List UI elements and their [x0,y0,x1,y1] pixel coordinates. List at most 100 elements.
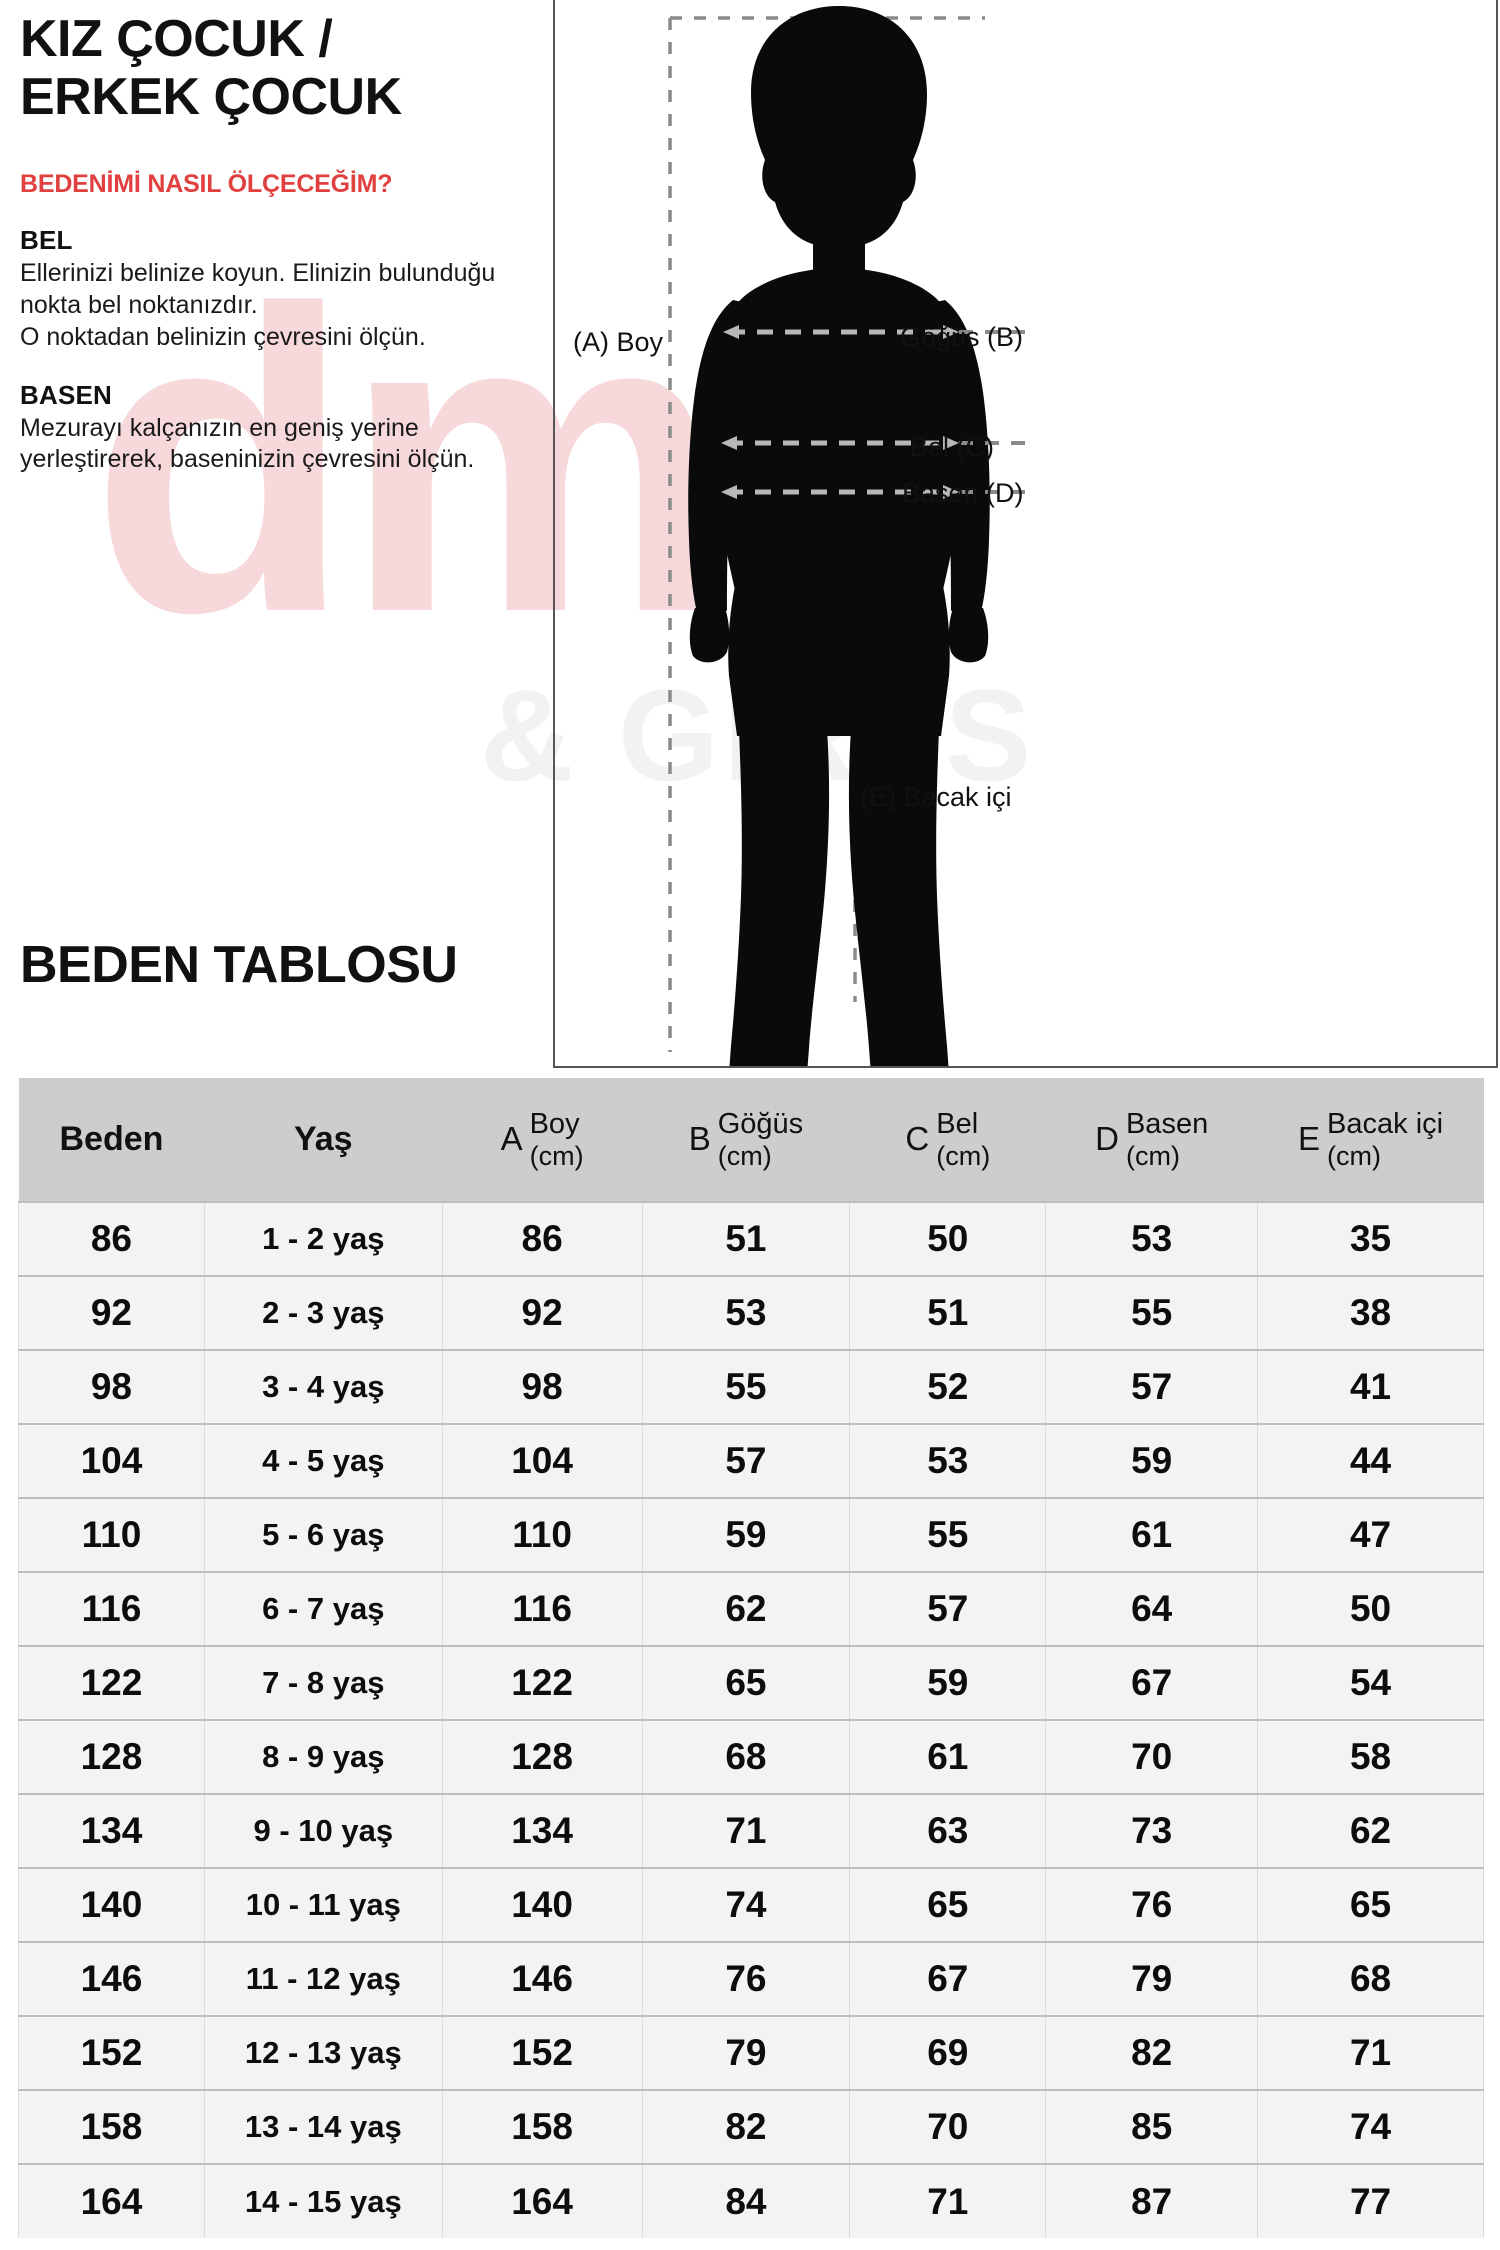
cell-yas: 11 - 12 yaş [203,1941,443,2016]
cell-basen: 55 [1045,1275,1259,1350]
table-row: 128 8 - 9 yaş 128 68 61 70 58 [18,1719,1484,1794]
col-header-combo-gogus: B Göğüs (cm) [689,1108,803,1171]
col-header-stack-bel: Bel (cm) [936,1108,990,1171]
cell-boy: 98 [441,1349,643,1424]
cell-basen: 73 [1045,1793,1259,1868]
cell-basen: 87 [1045,2163,1259,2238]
cell-bel: 57 [849,1571,1047,1646]
cell-basen: 85 [1045,2089,1259,2164]
section-bel-title: BEL [20,225,73,256]
cell-boy: 134 [441,1793,643,1868]
cell-yas: 2 - 3 yaş [203,1275,443,1350]
cell-bacak_ici: 58 [1257,1719,1484,1794]
cell-bel: 53 [849,1423,1047,1498]
cell-yas: 10 - 11 yaş [203,1867,443,1942]
table-row: 152 12 - 13 yaş 152 79 69 82 71 [18,2015,1484,2090]
cell-bacak_ici: 44 [1257,1423,1484,1498]
col-header-combo-bel: C Bel (cm) [905,1108,990,1171]
table-row: 104 4 - 5 yaş 104 57 53 59 44 [18,1423,1484,1498]
cell-bel: 52 [849,1349,1047,1424]
page-title: KIZ ÇOCUK / ERKEK ÇOCUK [20,10,550,126]
cell-basen: 70 [1045,1719,1259,1794]
cell-gogus: 51 [641,1201,851,1276]
page-title-line-2: ERKEK ÇOCUK [20,68,402,127]
cell-boy: 104 [441,1423,643,1498]
section-basen: BASEN Mezurayı kalçanızın en geniş yerin… [20,380,550,477]
table-row: 98 3 - 4 yaş 98 55 52 57 41 [18,1349,1484,1424]
cell-bacak_ici: 50 [1257,1571,1484,1646]
cell-basen: 79 [1045,1941,1259,2016]
section-basen-body: Mezurayı kalçanızın en geniş yerine yerl… [20,413,475,474]
cell-boy: 128 [441,1719,643,1794]
col-header-name-boy: Boy [529,1108,580,1141]
table-heading: BEDEN TABLOSU [20,936,458,994]
cell-gogus: 59 [641,1497,851,1572]
cell-bacak_ici: 38 [1257,1275,1484,1350]
table-row: 134 9 - 10 yaş 134 71 63 73 62 [18,1793,1484,1868]
cell-boy: 158 [441,2089,643,2164]
table-row: 122 7 - 8 yaş 122 65 59 67 54 [18,1645,1484,1720]
col-header-basen: D Basen (cm) [1046,1078,1258,1202]
cell-basen: 61 [1045,1497,1259,1572]
col-header-label-beden: Beden [59,1120,164,1158]
cell-beden: 92 [18,1275,205,1350]
cell-yas: 12 - 13 yaş [203,2015,443,2090]
cell-bel: 50 [849,1201,1047,1276]
child-silhouette-figure [668,6,1035,1066]
table-row: 164 14 - 15 yaş 164 84 71 87 77 [18,2163,1484,2238]
col-header-gogus: B Göğüs (cm) [642,1078,850,1202]
cell-bel: 55 [849,1497,1047,1572]
cell-boy: 122 [441,1645,643,1720]
cell-bacak_ici: 71 [1257,2015,1484,2090]
diagram-label-chest: Göğüs (B) [900,322,1024,352]
cell-boy: 164 [441,2163,643,2238]
cell-gogus: 57 [641,1423,851,1498]
col-header-stack-boy: Boy (cm) [530,1108,584,1171]
cell-bel: 51 [849,1275,1047,1350]
cell-beden: 158 [18,2089,205,2164]
cell-bacak_ici: 54 [1257,1645,1484,1720]
cell-gogus: 65 [641,1645,851,1720]
table-row: 86 1 - 2 yaş 86 51 50 53 35 [18,1201,1484,1276]
cell-bacak_ici: 77 [1257,2163,1484,2238]
size-table-header-row: Beden Yaş A Boy (cm) B Göğüs (cm) C Bel (cm) D Basen… [18,1078,1484,1202]
cell-beden: 152 [18,2015,205,2090]
cell-boy: 116 [441,1571,643,1646]
cell-bacak_ici: 65 [1257,1867,1484,1942]
cell-yas: 7 - 8 yaş [203,1645,443,1720]
measurement-diagram-panel: (A) Boy Göğüs (B) Bel (C) Basen (D) (E) … [553,0,1498,1068]
col-header-name-gogus: Göğüs [717,1108,804,1141]
col-header-unit-basen: (cm) [1125,1140,1180,1171]
diagram-label-inseam: (E) Bacak içi [860,782,1012,812]
cell-gogus: 74 [641,1867,851,1942]
col-header-letter-bacak_ici: E [1298,1120,1321,1158]
col-header-stack-gogus: Göğüs (cm) [718,1108,803,1171]
cell-yas: 9 - 10 yaş [203,1793,443,1868]
col-header-unit-boy: (cm) [529,1140,584,1171]
cell-yas: 14 - 15 yaş [203,2163,443,2238]
col-header-bacak_ici: E Bacak içi (cm) [1258,1078,1484,1202]
waist-measure-line [721,436,1035,450]
cell-yas: 13 - 14 yaş [203,2089,443,2164]
cell-beden: 164 [18,2163,205,2238]
col-header-label-yas: Yaş [293,1120,353,1158]
size-table: Beden Yaş A Boy (cm) B Göğüs (cm) C Bel (cm) D Basen… [18,1078,1484,2238]
col-header-stack-basen: Basen (cm) [1126,1108,1208,1171]
col-header-boy: A Boy (cm) [442,1078,642,1202]
cell-bacak_ici: 62 [1257,1793,1484,1868]
cell-yas: 5 - 6 yaş [203,1497,443,1572]
cell-boy: 140 [441,1867,643,1942]
cell-yas: 6 - 7 yaş [203,1571,443,1646]
col-header-letter-basen: D [1095,1120,1119,1158]
col-header-name-bacak_ici: Bacak içi [1327,1108,1444,1141]
cell-beden: 128 [18,1719,205,1794]
cell-beden: 134 [18,1793,205,1868]
cell-boy: 92 [441,1275,643,1350]
silhouette-body [688,6,990,1066]
col-header-name-basen: Basen [1125,1108,1209,1141]
cell-gogus: 79 [641,2015,851,2090]
cell-gogus: 55 [641,1349,851,1424]
cell-bacak_ici: 47 [1257,1497,1484,1572]
cell-yas: 4 - 5 yaş [203,1423,443,1498]
